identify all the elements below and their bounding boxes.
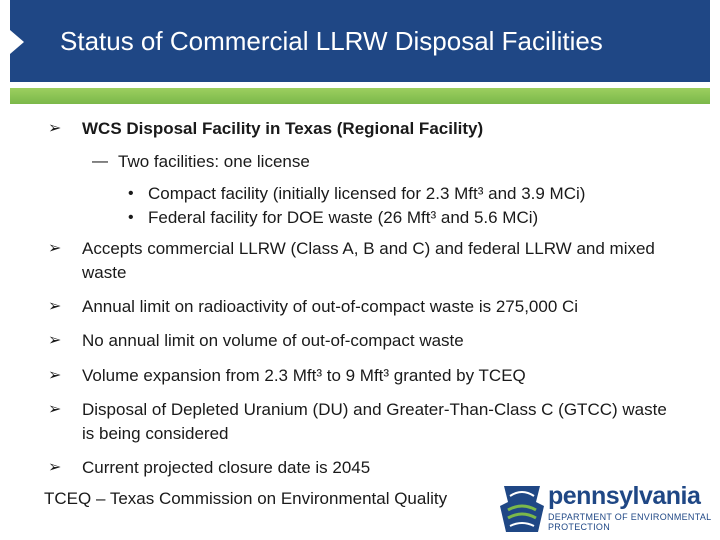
- dot-marker: •: [128, 185, 134, 202]
- arrowhead-bullet-icon: ➢: [48, 401, 62, 418]
- bullet-annual-limit: Annual limit on radioactivity of out-of-…: [82, 297, 579, 316]
- title-notch-decoration: [10, 30, 24, 54]
- bullet-du-line2: is being considered: [82, 424, 229, 443]
- sub-item-compact: Compact facility (initially licensed for…: [148, 184, 586, 203]
- bullet-du-line1: Disposal of Depleted Uranium (DU) and Gr…: [82, 400, 667, 419]
- bullet-accepts-line2: waste: [82, 263, 127, 282]
- pennsylvania-dep-logo: pennsylvania DEPARTMENT OF ENVIRONMENTAL…: [500, 482, 712, 536]
- arrowhead-bullet-icon: ➢: [48, 120, 62, 137]
- sub-item-federal: Federal facility for DOE waste (26 Mft³ …: [148, 208, 539, 227]
- arrowhead-bullet-icon: ➢: [48, 298, 62, 315]
- dash-marker: —: [92, 153, 108, 170]
- arrowhead-bullet-icon: ➢: [48, 240, 62, 257]
- arrowhead-bullet-icon: ➢: [48, 367, 62, 384]
- title-bar: [10, 0, 710, 82]
- green-divider: [10, 88, 710, 104]
- bullet-no-limit: No annual limit on volume of out-of-comp…: [82, 331, 464, 350]
- arrowhead-bullet-icon: ➢: [48, 459, 62, 476]
- dot-marker: •: [128, 209, 134, 226]
- bullet-wcs: WCS Disposal Facility in Texas (Regional…: [82, 119, 484, 138]
- logo-dept-line1: DEPARTMENT OF ENVIRONMENTAL: [548, 512, 712, 522]
- pennsylvania-keystone-logo-icon: [500, 486, 544, 532]
- bullet-expansion: Volume expansion from 2.3 Mft³ to 9 Mft³…: [82, 366, 526, 385]
- bullet-closure: Current projected closure date is 2045: [82, 458, 371, 477]
- arrowhead-bullet-icon: ➢: [48, 332, 62, 349]
- footer-note: TCEQ – Texas Commission on Environmental…: [44, 489, 448, 508]
- logo-dept-line2: PROTECTION: [548, 522, 611, 532]
- bullet-accepts-line1: Accepts commercial LLRW (Class A, B and …: [82, 239, 655, 258]
- sub-bullet-two-facilities: Two facilities: one license: [118, 152, 310, 171]
- slide-title: Status of Commercial LLRW Disposal Facil…: [60, 26, 603, 56]
- logo-wordmark: pennsylvania: [548, 482, 701, 510]
